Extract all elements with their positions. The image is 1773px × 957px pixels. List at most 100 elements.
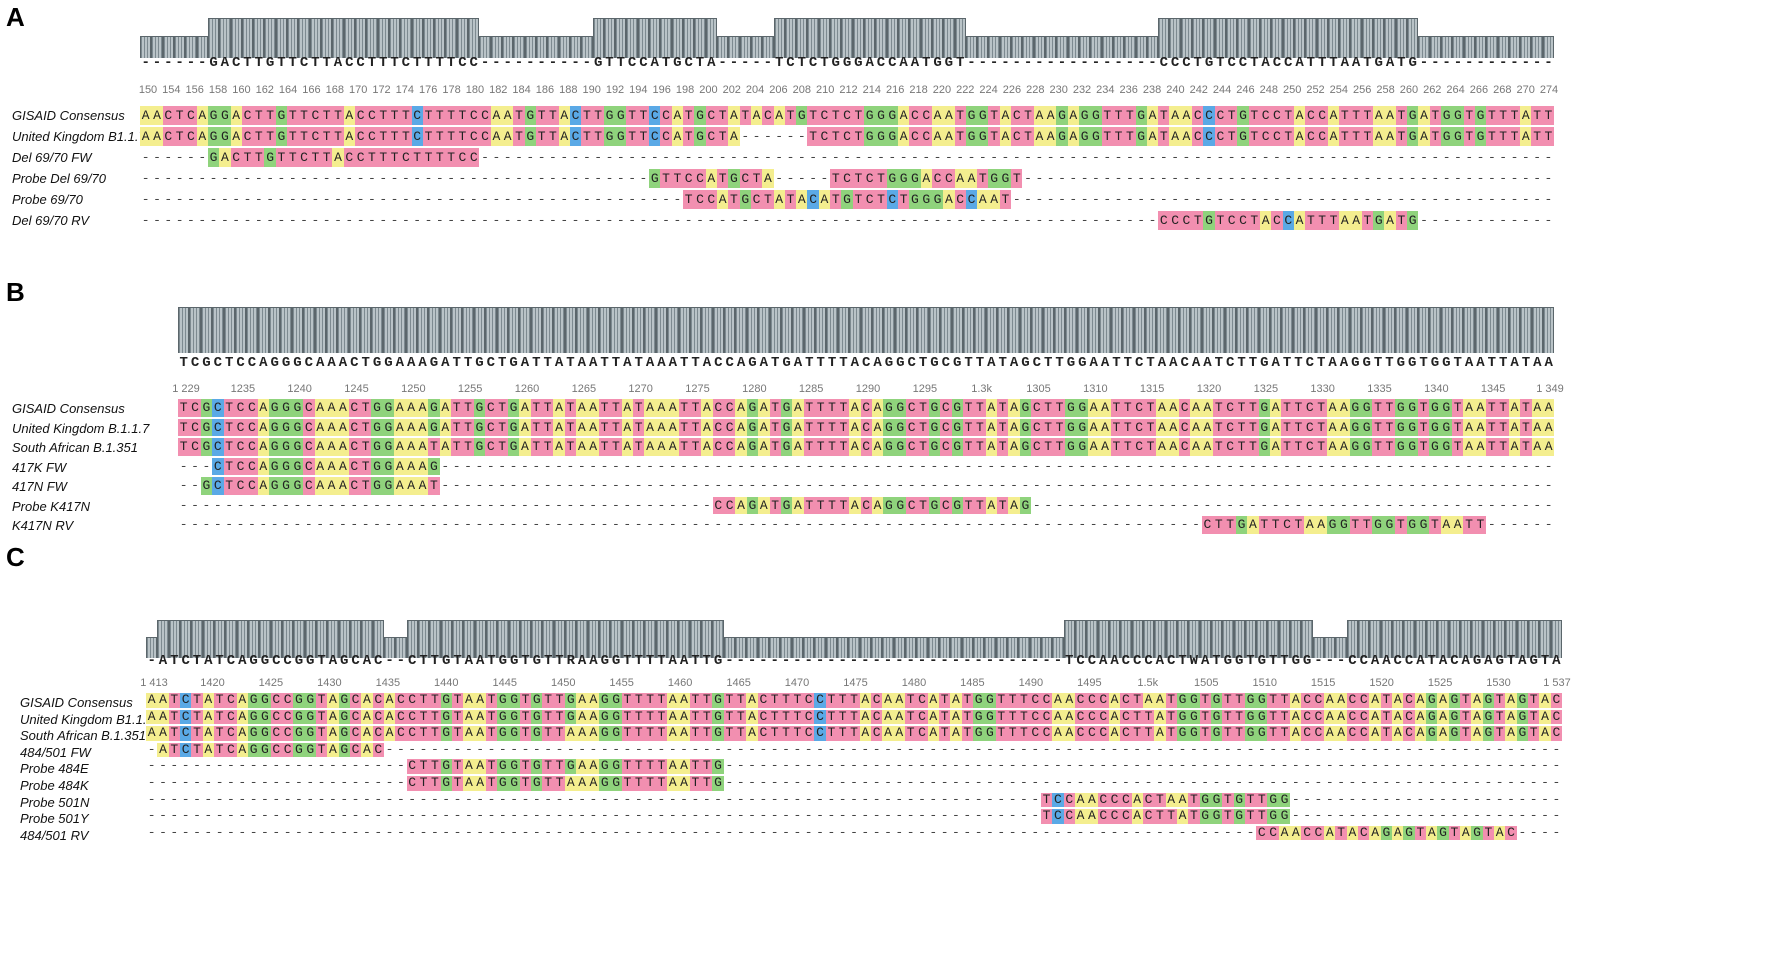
ruler-tick-label: 1285 [798, 383, 824, 395]
ruler-tick-label: 1.5k [1137, 677, 1159, 689]
sequence-base: C [241, 106, 254, 125]
consensus-base: T [543, 355, 552, 371]
consensus-base: - [951, 653, 961, 669]
sequence-base: - [763, 129, 772, 144]
sequence-base: G [1395, 399, 1407, 417]
consensus-bar [236, 620, 248, 658]
sequence-base: - [589, 458, 598, 474]
consensus-bar [916, 637, 928, 658]
sequence-base: T [815, 418, 827, 436]
consensus-base: T [600, 355, 609, 371]
sequence-base: - [1133, 775, 1142, 790]
sequence-base: G [1278, 791, 1291, 808]
sequence-base: - [1453, 458, 1462, 474]
consensus-base: C [1166, 653, 1176, 669]
sequence-base: - [987, 517, 996, 532]
sequence-base: - [1171, 171, 1179, 186]
sequence-base: - [248, 497, 256, 513]
consensus-bar [1316, 18, 1328, 58]
sequence-base: T [1520, 438, 1532, 456]
sequence-base: - [838, 791, 847, 807]
sequence-base: - [1283, 458, 1291, 474]
sequence-base: C [366, 127, 378, 146]
sequence-base: - [702, 791, 711, 807]
sequence-base: A [416, 399, 429, 417]
sequence-base: C [909, 106, 921, 125]
consensus-bar [1486, 36, 1498, 58]
sequence-base: G [1448, 692, 1461, 708]
sequence-base: C [739, 169, 751, 188]
sequence-base: T [1165, 725, 1177, 741]
consensus-bar [1076, 307, 1088, 353]
consensus-bar [468, 18, 480, 58]
consensus-bar [428, 307, 440, 353]
sequence-base: C [348, 457, 360, 475]
sequence-base: - [249, 791, 258, 807]
sequence-base: - [147, 758, 156, 774]
sequence-base: - [1450, 808, 1459, 824]
sequence-base: T [1474, 516, 1487, 534]
sequence-base: - [918, 775, 926, 790]
sequence-base: - [1032, 497, 1041, 513]
consensus-base: A [1533, 355, 1542, 371]
sequence-base: - [1223, 741, 1232, 757]
sequence-base: - [1427, 808, 1436, 824]
consensus-bar [1086, 620, 1098, 658]
sequence-base: C [303, 399, 315, 417]
sequence-base: A [1190, 438, 1202, 456]
sequence-base: - [544, 808, 553, 824]
sequence-base: - [458, 192, 467, 207]
sequence-base: - [1295, 192, 1304, 207]
sequence-base: - [401, 171, 410, 186]
ruler-tick-label: 200 [699, 84, 718, 96]
consensus-bar [207, 18, 220, 58]
sequence-base: C [1063, 791, 1075, 808]
sequence-base: - [1280, 741, 1289, 757]
sequence-base: C [212, 399, 224, 417]
sequence-base: A [361, 725, 373, 741]
sequence-base: A [1508, 438, 1521, 456]
consensus-base: - [978, 55, 987, 71]
sequence-base: - [1510, 478, 1519, 493]
sequence-base: - [1280, 758, 1289, 774]
sequence-base: - [164, 213, 173, 228]
sequence-base: - [1386, 150, 1394, 165]
sequence-base: - [956, 213, 965, 228]
consensus-base: C [190, 355, 200, 371]
sequence-base: G [338, 692, 350, 708]
sequence-base: A [576, 692, 588, 708]
consensus-bar [269, 307, 281, 353]
sequence-base: T [321, 127, 333, 146]
sequence-base: - [1260, 497, 1269, 513]
sequence-base: T [315, 692, 328, 708]
sequence-base: - [1552, 741, 1561, 757]
sequence-base: - [1521, 150, 1530, 165]
sequence-base: T [485, 692, 498, 708]
sequence-base: G [269, 457, 281, 475]
sequence-base: - [714, 791, 722, 807]
sequence-base: T [168, 692, 180, 708]
ruler-tick-label: 1430 [317, 677, 342, 689]
sequence-base: C [225, 741, 237, 758]
sequence-base: T [253, 106, 265, 125]
sequence-base: C [1133, 399, 1145, 417]
sequence-base: - [498, 791, 507, 807]
sequence-base: A [920, 169, 932, 188]
sequence-base: - [1001, 213, 1010, 228]
sequence-base: A [325, 457, 338, 475]
sequence-base: G [269, 418, 281, 436]
sequence-base: T [938, 725, 951, 741]
sequence-base: A [950, 692, 962, 708]
sequence-base: A [257, 399, 269, 417]
consensus-bar [1349, 307, 1361, 353]
sequence-base: - [390, 192, 399, 207]
sequence-base: C [803, 725, 815, 741]
sequence-base: - [953, 458, 962, 474]
sequence-base: C [372, 692, 384, 708]
sequence-base: - [752, 213, 761, 228]
sequence-base: - [475, 497, 484, 513]
consensus-base: - [1053, 653, 1063, 669]
sequence-label: United Kingdom B.1.1.7 [12, 420, 150, 436]
consensus-bar [780, 637, 792, 658]
sequence-base: A [1190, 399, 1202, 417]
